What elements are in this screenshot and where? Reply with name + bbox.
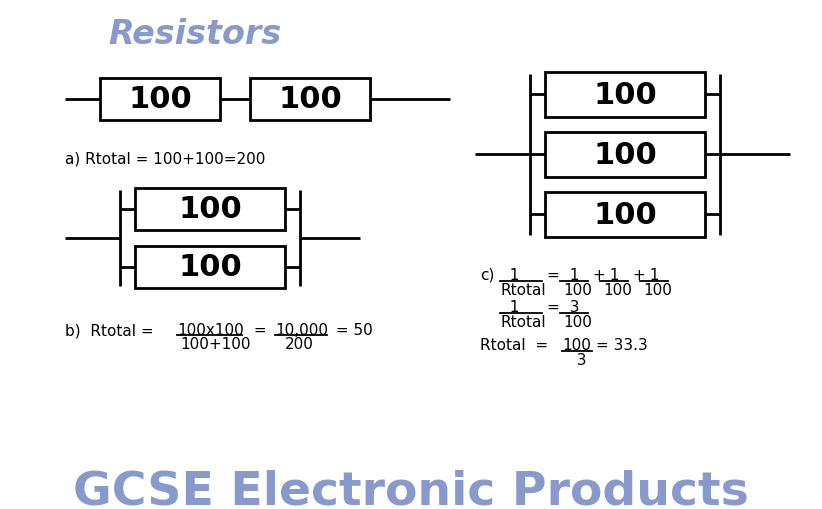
Text: 200: 200 <box>285 336 314 351</box>
Text: +: + <box>592 267 605 282</box>
Bar <box>545 132 705 177</box>
Text: Resistors: Resistors <box>109 18 282 51</box>
Text: 10,000: 10,000 <box>275 322 328 337</box>
Text: 1: 1 <box>640 267 659 282</box>
Text: 1: 1 <box>560 267 580 282</box>
Text: 3: 3 <box>566 352 586 367</box>
Text: 100: 100 <box>593 140 657 169</box>
Text: Rtotal: Rtotal <box>500 315 546 329</box>
Text: 100: 100 <box>603 282 632 297</box>
Bar <box>135 189 285 231</box>
Bar <box>100 79 220 121</box>
Text: 100x100: 100x100 <box>177 322 244 337</box>
Text: =: = <box>546 299 559 315</box>
Text: Rtotal: Rtotal <box>500 282 546 297</box>
Bar <box>250 79 370 121</box>
Text: 3: 3 <box>560 299 580 315</box>
Text: 100: 100 <box>128 86 192 115</box>
Text: b)  Rtotal =: b) Rtotal = <box>65 322 159 337</box>
Text: 100: 100 <box>278 86 342 115</box>
Text: 100: 100 <box>178 253 242 282</box>
Bar <box>545 72 705 117</box>
Text: = 50: = 50 <box>331 322 372 337</box>
Bar <box>135 246 285 289</box>
Text: c): c) <box>480 267 494 282</box>
Text: Rtotal  =: Rtotal = <box>480 337 548 352</box>
Text: 100: 100 <box>178 195 242 224</box>
Text: =: = <box>249 322 271 337</box>
Text: 1: 1 <box>500 299 520 315</box>
Text: a) Rtotal = 100+100=200: a) Rtotal = 100+100=200 <box>65 152 266 166</box>
Text: GCSE Electronic Products: GCSE Electronic Products <box>73 469 749 509</box>
Bar <box>545 192 705 237</box>
Text: 100: 100 <box>564 282 593 297</box>
Text: 100+100: 100+100 <box>180 336 251 351</box>
Text: +: + <box>632 267 644 282</box>
Text: 100: 100 <box>564 315 593 329</box>
Text: = 33.3: = 33.3 <box>596 337 648 352</box>
Text: 100: 100 <box>593 200 657 229</box>
Text: 100: 100 <box>562 337 591 352</box>
Text: 1: 1 <box>600 267 619 282</box>
Text: 1: 1 <box>500 267 520 282</box>
Text: 100: 100 <box>644 282 672 297</box>
Text: =: = <box>546 267 559 282</box>
Text: 100: 100 <box>593 80 657 109</box>
